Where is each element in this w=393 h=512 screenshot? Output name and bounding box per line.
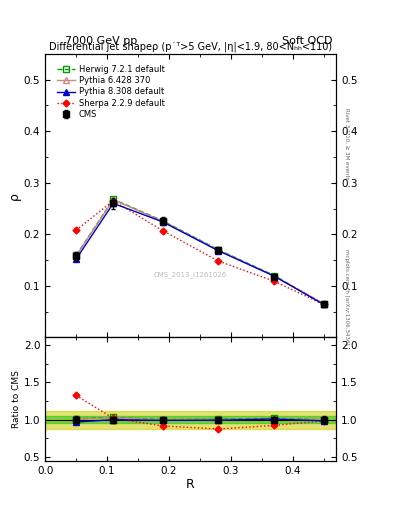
Herwig 7.2.1 default	[160, 218, 165, 224]
Pythia 6.428 370	[111, 197, 116, 203]
Y-axis label: Ratio to CMS: Ratio to CMS	[12, 370, 21, 428]
Pythia 8.308 default	[321, 302, 326, 308]
Line: Pythia 8.308 default: Pythia 8.308 default	[73, 201, 327, 307]
Pythia 6.428 370	[74, 253, 79, 259]
Line: Herwig 7.2.1 default: Herwig 7.2.1 default	[73, 197, 327, 307]
Legend: Herwig 7.2.1 default, Pythia 6.428 370, Pythia 8.308 default, Sherpa 2.2.9 defau: Herwig 7.2.1 default, Pythia 6.428 370, …	[55, 63, 166, 120]
Pythia 6.428 370	[216, 247, 221, 253]
Herwig 7.2.1 default	[321, 301, 326, 307]
Pythia 6.428 370	[321, 301, 326, 307]
Sherpa 2.2.9 default	[321, 302, 326, 308]
Pythia 8.308 default	[74, 256, 79, 262]
Pythia 8.308 default	[111, 200, 116, 206]
X-axis label: R: R	[186, 478, 195, 492]
Text: Rivet 3.1.10, ≥ 3M events: Rivet 3.1.10, ≥ 3M events	[344, 108, 349, 179]
Line: Sherpa 2.2.9 default: Sherpa 2.2.9 default	[74, 198, 326, 307]
Text: Soft QCD: Soft QCD	[282, 36, 332, 46]
Sherpa 2.2.9 default	[160, 228, 165, 234]
Herwig 7.2.1 default	[74, 252, 79, 259]
Pythia 8.308 default	[160, 219, 165, 225]
Pythia 8.308 default	[272, 273, 277, 279]
Text: mcplots.cern.ch [arXiv:1306.3436]: mcplots.cern.ch [arXiv:1306.3436]	[344, 249, 349, 345]
Pythia 6.428 370	[272, 273, 277, 279]
Herwig 7.2.1 default	[216, 247, 221, 253]
Text: CMS_2013_I1261026: CMS_2013_I1261026	[154, 272, 227, 279]
Pythia 6.428 370	[160, 218, 165, 224]
Text: 7000 GeV pp: 7000 GeV pp	[65, 36, 137, 46]
Herwig 7.2.1 default	[272, 272, 277, 279]
Title: Differential jet shapeρ (p˙ᵀ>5 GeV, |η|<1.9, 80<Nₕₕ<110): Differential jet shapeρ (p˙ᵀ>5 GeV, |η|<…	[49, 41, 332, 52]
Herwig 7.2.1 default	[111, 196, 116, 202]
Bar	[45, 416, 336, 423]
Sherpa 2.2.9 default	[216, 258, 221, 264]
Y-axis label: ρ: ρ	[8, 191, 21, 200]
Line: Pythia 6.428 370: Pythia 6.428 370	[73, 197, 327, 307]
Bar	[45, 411, 336, 429]
Sherpa 2.2.9 default	[272, 278, 277, 284]
Pythia 8.308 default	[216, 248, 221, 254]
Sherpa 2.2.9 default	[74, 227, 79, 233]
Sherpa 2.2.9 default	[111, 198, 116, 204]
